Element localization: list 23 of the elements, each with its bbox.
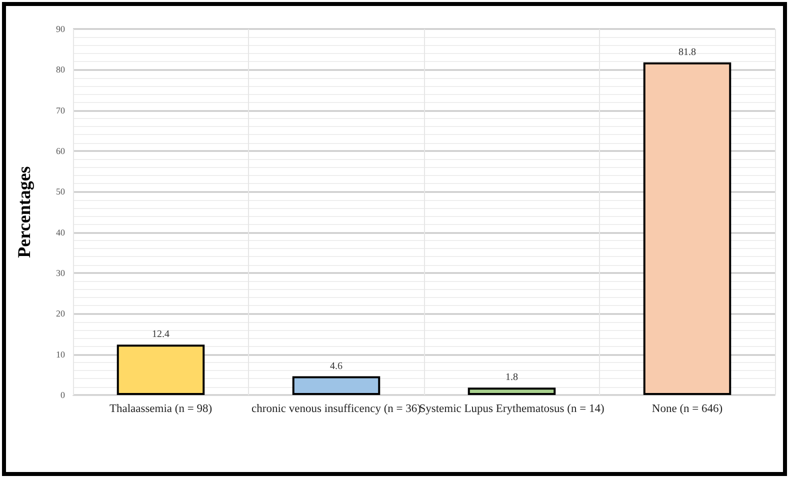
y-axis-title: Percentages <box>14 166 34 258</box>
bar <box>643 62 732 395</box>
x-tick-label: Thalaassemia (n = 98) <box>109 403 212 415</box>
data-label: 12.4 <box>152 329 170 340</box>
data-label: 1.8 <box>506 372 518 384</box>
data-label: 81.8 <box>678 46 696 58</box>
x-tick-label: chronic venous insufficency (n = 36) <box>252 403 422 415</box>
y-tick-label: 50 <box>56 186 66 197</box>
x-tick-label: Systemic Lupus Erythematosus (n = 14) <box>419 403 604 415</box>
y-tick-label: 60 <box>56 146 66 156</box>
y-tick-label: 0 <box>60 390 66 400</box>
y-tick-label: 20 <box>56 308 66 319</box>
bar <box>116 344 205 395</box>
x-tick-label: None (n = 646) <box>652 403 723 415</box>
bar <box>292 376 380 395</box>
y-tick-label: 70 <box>56 105 66 116</box>
y-tick-label: 80 <box>56 64 66 75</box>
y-tick-label: 30 <box>56 268 66 278</box>
y-tick-label: 40 <box>56 227 66 238</box>
bar <box>468 388 556 395</box>
data-label: 4.6 <box>330 360 342 372</box>
y-tick-label: 90 <box>56 24 66 34</box>
y-tick-label: 10 <box>56 349 66 360</box>
